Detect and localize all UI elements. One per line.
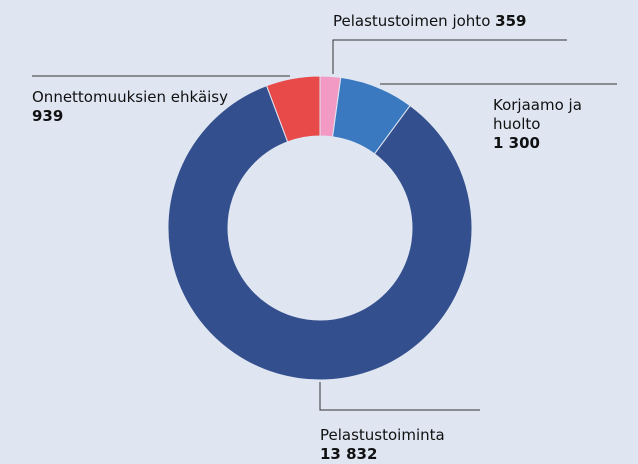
- slice-label: Korjaamo ja huolto 1 300: [493, 96, 613, 153]
- value-label: 939: [32, 107, 64, 125]
- value-label: 1 300: [493, 134, 540, 152]
- category-name: Pelastustoiminta: [320, 426, 445, 444]
- category-name: Pelastustoimen johto: [333, 12, 491, 30]
- category-name: Korjaamo ja huolto: [493, 96, 582, 133]
- donut-segment: [265, 75, 321, 143]
- leader-line: [332, 39, 567, 74]
- slice-label: Pelastustoimen johto 359: [333, 12, 633, 31]
- slice-label: Onnettomuuksien ehkäisy 939: [32, 88, 232, 126]
- leader-line: [319, 382, 480, 411]
- donut-segment: [167, 85, 473, 381]
- value-label: 13 832: [320, 445, 378, 463]
- slice-label: Pelastustoiminta 13 832: [320, 426, 520, 464]
- value-label: 359: [495, 12, 527, 30]
- category-name: Onnettomuuksien ehkäisy: [32, 88, 228, 106]
